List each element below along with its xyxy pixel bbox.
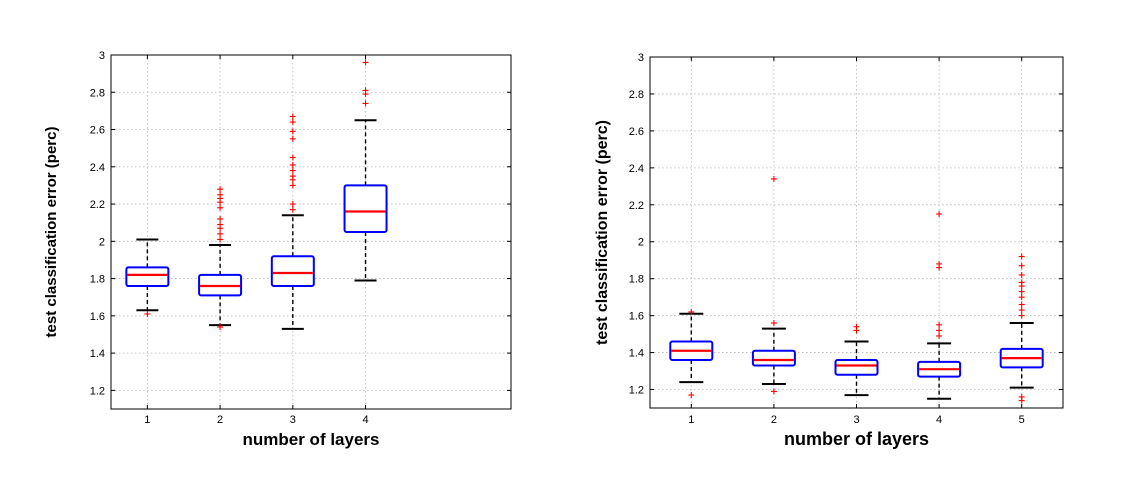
outlier-point [1018,253,1025,260]
y-tick-label: 2.8 [629,89,644,101]
outlier-point [1018,279,1025,286]
x-axis-label: number of layers [784,429,929,449]
y-axis-label: test classification error (perc) [594,120,611,345]
box-category-1 [669,308,714,399]
outlier-point [936,260,943,267]
box-iqr [343,184,388,233]
outlier-point [770,175,777,182]
outlier-point [1018,393,1025,400]
outlier-point [289,182,296,189]
x-tick-label: 5 [1019,414,1025,426]
outlier-point [289,167,296,174]
outlier-point [289,206,296,213]
y-tick-label: 1.8 [90,274,105,286]
outlier-point [217,215,224,222]
outlier-point [362,59,369,66]
outlier-point [289,113,296,120]
box-category-4 [343,59,388,282]
box-category-3 [834,323,879,397]
outlier-point [217,221,224,228]
outlier-point [217,191,224,198]
box-category-1 [125,238,170,317]
outlier-point [1018,301,1025,308]
y-tick-label: 1.6 [90,311,105,323]
outlier-point [217,230,224,237]
outlier-point [936,327,943,334]
y-tick-label: 2 [99,236,105,248]
outlier-point [1018,288,1025,295]
outlier-point [217,186,224,193]
y-tick-label: 2.4 [90,162,105,174]
outlier-point [289,173,296,180]
outlier-point [217,324,224,331]
outlier-point [362,87,369,94]
outlier-point [289,201,296,208]
outlier-point [853,323,860,330]
y-tick-label: 2.2 [90,199,105,211]
y-tick-label: 2.4 [629,163,644,175]
outlier-point [688,308,695,315]
y-tick-label: 1.4 [90,348,105,360]
y-tick-label: 2.8 [90,87,105,99]
box-iqr [834,358,879,376]
outlier-point [289,128,296,135]
y-tick-label: 3 [99,50,105,62]
box-category-5 [999,253,1044,404]
axes-frame [110,54,512,410]
x-tick-label: 4 [362,414,368,426]
box-iqr [125,266,170,288]
outlier-point [289,135,296,142]
box-category-4 [917,211,962,400]
outlier-point [936,211,943,218]
y-tick-label: 1.8 [629,274,644,286]
outlier-point [936,321,943,328]
x-tick-label: 2 [217,414,223,426]
x-tick-label: 1 [688,414,694,426]
outlier-point [936,332,943,339]
outlier-point [362,100,369,107]
outlier-point [289,119,296,126]
x-tick-label: 4 [936,414,942,426]
x-tick-label: 2 [771,414,777,426]
box-category-2 [198,186,243,331]
y-tick-label: 1.4 [629,348,644,360]
box-category-2 [751,175,796,395]
outlier-point [289,161,296,168]
outlier-point [688,392,695,399]
y-tick-label: 1.2 [90,385,105,397]
y-tick-label: 3 [638,52,644,64]
y-tick-label: 1.2 [629,385,644,397]
x-axis-label: number of layers [243,430,380,449]
outlier-point [217,236,224,243]
outlier-point [217,204,224,211]
outlier-point [770,388,777,395]
outlier-point [1018,312,1025,319]
outlier-point [770,320,777,327]
y-tick-label: 1.6 [629,311,644,323]
x-tick-label: 3 [290,414,296,426]
chart-left: 1.2 1.4 1.6 1.8 2 2.2 2.4 2.6 2.8 3 1 2 3 4 number of … [43,50,512,449]
x-tick-label: 1 [144,414,150,426]
plot-area [111,55,511,409]
y-tick-label: 2 [638,237,644,249]
box-iqr [270,255,315,288]
outlier-point [144,310,151,317]
y-tick-label: 2.2 [629,200,644,212]
outlier-point [289,154,296,161]
box-category-3 [270,113,315,330]
chart-right: 1.2 1.4 1.6 1.8 2 2.2 2.4 2.6 2.8 3 1 2 3 4 5 number of… [594,52,1064,449]
y-tick-label: 2.6 [90,125,105,137]
y-tick-label: 2.6 [629,126,644,138]
y-axis-label: test classification error (perc) [43,127,60,338]
outlier-point [1018,262,1025,269]
outlier-point [1018,294,1025,301]
x-tick-label: 3 [853,414,859,426]
outlier-point [1018,271,1025,278]
outlier-point [1018,307,1025,314]
box-iqr [751,349,796,367]
